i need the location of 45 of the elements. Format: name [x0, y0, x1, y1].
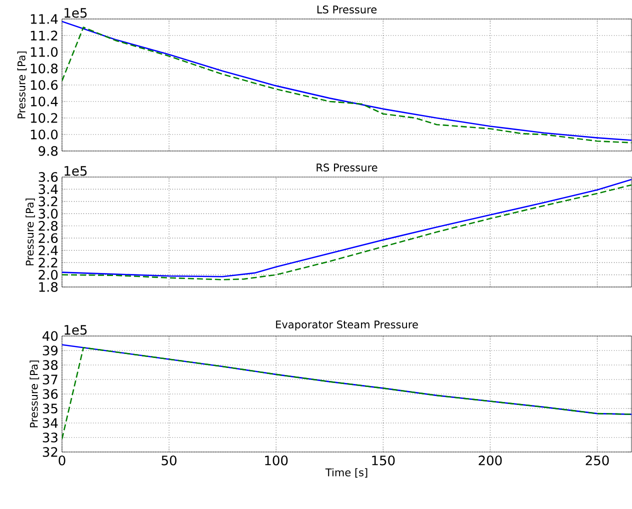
- y-tick-label: 39: [42, 346, 58, 356]
- y-tick-label: 34: [42, 418, 58, 428]
- x-tick-label: 150: [372, 456, 395, 466]
- y-tick-label: 11.2: [30, 30, 58, 40]
- y-tick-label: 3.2: [38, 196, 58, 206]
- y-tick-label: 32: [42, 447, 58, 457]
- y-axis-title: Pressure [Pa]: [17, 52, 27, 118]
- y-tick-label: 1.8: [39, 282, 58, 292]
- y-tick-label: 10.0: [30, 130, 58, 140]
- y-tick-label: 2.6: [38, 233, 58, 244]
- y-tick-label: 35: [42, 404, 58, 414]
- text: 1e5: [64, 8, 87, 18]
- y-tick-label: 2.0: [38, 270, 58, 280]
- y-tick-label: 10.6: [30, 80, 58, 90]
- line-series: [62, 346, 632, 440]
- y-tick-label: 37: [42, 374, 58, 384]
- y-tick-label: 3.4: [38, 184, 58, 194]
- chart-title: Evaporator Steam Pressure: [276, 320, 418, 330]
- x-tick-label: 200: [478, 456, 502, 466]
- y-tick-label: 11.4: [30, 14, 58, 24]
- y-tick-label: 3.0: [38, 208, 58, 219]
- x-tick-label: 100: [265, 456, 288, 466]
- y-tick-label: 9.8: [38, 146, 58, 156]
- chart-title: LS Pressure: [317, 6, 377, 14]
- y-tick-label: 2.4: [38, 246, 58, 256]
- y-tick-label: 33: [42, 432, 58, 442]
- y-axis-title: Pressure [Pa]: [30, 360, 40, 428]
- y-tick-label: 38: [42, 360, 58, 370]
- y-tick-label: 2.8: [38, 220, 58, 231]
- x-axis-title: Time [s]: [325, 468, 368, 478]
- y-tick-label: 2.2: [38, 258, 58, 268]
- y-tick-label: 10.8: [30, 64, 58, 74]
- y-tick-label: 10.4: [30, 96, 58, 106]
- x-tick-label: 0: [58, 456, 66, 466]
- x-tick-label: 250: [586, 456, 609, 466]
- y-tick-label: 36: [42, 389, 58, 399]
- x-tick-label: 50: [162, 456, 176, 466]
- text: 1e5: [64, 166, 87, 176]
- chart-title: RS Pressure: [316, 164, 378, 172]
- y-tick-label: 40: [42, 331, 58, 341]
- y-axis-title: Pressure [Pa]: [26, 198, 35, 266]
- y-tick-label: 10.2: [30, 113, 58, 123]
- y-tick-label: 11.0: [30, 47, 58, 57]
- y-tick-label: 3.6: [38, 172, 58, 182]
- text: 1e5: [64, 325, 87, 335]
